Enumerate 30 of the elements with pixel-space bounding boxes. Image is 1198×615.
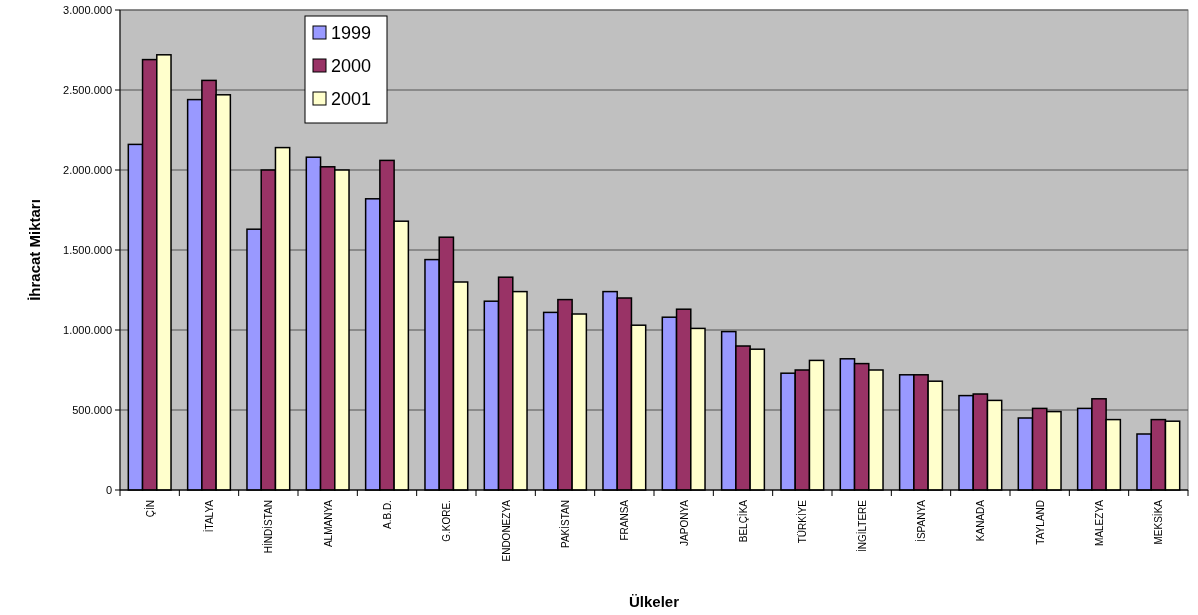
y-tick-label: 0 xyxy=(105,483,112,496)
x-tick-label: KANADA xyxy=(975,499,987,542)
x-tick-label: MEKSİKA xyxy=(1152,499,1165,545)
x-tick-label: İSPANYA xyxy=(915,499,927,542)
x-tick-label: PAKİSTAN xyxy=(559,500,571,548)
legend-label: 2001 xyxy=(331,89,372,110)
y-tick-label: 1.000.000 xyxy=(63,323,112,336)
y-tick-label: 1.500.000 xyxy=(63,243,112,256)
legend-label: 2000 xyxy=(331,56,372,77)
x-tick-label: TAYLAND xyxy=(1034,500,1046,545)
x-tick-label: FRANSA xyxy=(619,499,631,541)
y-tick-label: 3.000.000 xyxy=(63,3,112,16)
y-tick-label: 500.000 xyxy=(72,403,112,416)
x-tick-label: BELÇİKA xyxy=(737,499,749,543)
x-tick-label: İNGİLTERE xyxy=(855,499,868,553)
x-tick-label: ENDONEZYA xyxy=(500,499,512,562)
x-tick-label: JAPONYA xyxy=(678,499,690,546)
y-tick-label: 2.000.000 xyxy=(63,163,112,176)
x-tick-label: ALMANYA xyxy=(322,499,334,548)
legend-label: 1999 xyxy=(331,23,372,44)
x-tick-label: ÇİN xyxy=(143,500,156,518)
x-tick-label: MALEZYA xyxy=(1094,499,1105,546)
x-tick-label: TÜRKİYE xyxy=(796,499,809,544)
y-axis-title: İhracat Miktarı xyxy=(26,199,43,301)
x-tick-label: İTALYA xyxy=(203,499,215,533)
y-tick-label: 2.500.000 xyxy=(63,83,112,96)
x-axis-title: Ülkeler xyxy=(628,593,680,610)
x-tick-label: A.B.D. xyxy=(382,500,393,529)
x-tick-label: HİNDİSTAN xyxy=(262,500,275,554)
x-tick-label: G.KORE. xyxy=(441,500,453,542)
